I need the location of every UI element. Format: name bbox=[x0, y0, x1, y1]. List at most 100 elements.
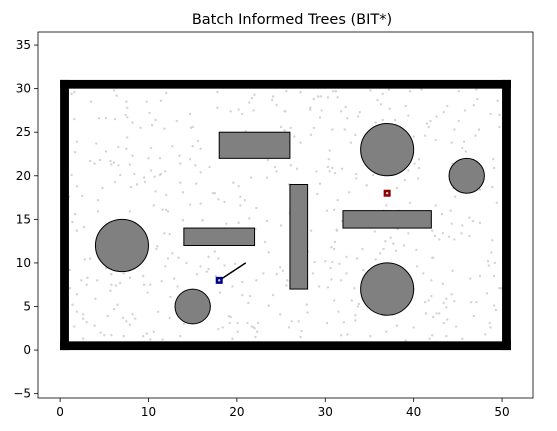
sample-point bbox=[431, 229, 434, 232]
sample-point bbox=[461, 224, 464, 227]
sample-point bbox=[331, 260, 334, 264]
sample-point bbox=[427, 125, 430, 129]
sample-point bbox=[332, 208, 336, 211]
sample-point bbox=[374, 258, 377, 261]
sample-point bbox=[332, 299, 336, 302]
sample-point bbox=[161, 338, 164, 341]
sample-point bbox=[110, 273, 113, 276]
circle-obstacle bbox=[174, 288, 211, 325]
sample-point bbox=[462, 140, 466, 143]
circle-obstacle bbox=[94, 218, 149, 273]
sample-point bbox=[82, 226, 86, 229]
sample-point bbox=[290, 320, 293, 323]
sample-point bbox=[412, 326, 415, 329]
sample-point bbox=[387, 88, 391, 91]
sample-point bbox=[300, 329, 303, 333]
sample-point bbox=[80, 279, 83, 282]
sample-point bbox=[216, 90, 219, 94]
sample-point bbox=[252, 326, 255, 329]
sample-point bbox=[413, 162, 416, 165]
sample-point bbox=[355, 177, 358, 180]
sample-point bbox=[168, 232, 171, 236]
sample-point bbox=[126, 116, 129, 119]
sample-point bbox=[135, 183, 139, 186]
sample-point bbox=[128, 210, 132, 213]
sample-point bbox=[447, 235, 451, 238]
sample-point bbox=[240, 293, 244, 297]
sample-point bbox=[468, 234, 471, 238]
sample-point bbox=[166, 210, 170, 213]
sample-point bbox=[246, 321, 249, 325]
sample-point bbox=[106, 314, 110, 318]
sample-point bbox=[271, 98, 274, 102]
sample-point bbox=[191, 144, 194, 148]
sample-point bbox=[199, 202, 202, 205]
sample-point bbox=[75, 140, 79, 143]
sample-point bbox=[407, 169, 410, 172]
sample-point bbox=[445, 306, 448, 309]
sample-point bbox=[86, 276, 89, 279]
sample-point bbox=[75, 185, 79, 188]
sample-point bbox=[239, 195, 242, 198]
y-tick-label: 30 bbox=[16, 82, 31, 96]
sample-point bbox=[381, 118, 384, 122]
sample-point bbox=[225, 222, 228, 225]
sample-point bbox=[306, 311, 309, 314]
sample-point bbox=[104, 150, 108, 153]
sample-point bbox=[325, 209, 329, 212]
sample-point bbox=[309, 106, 312, 110]
sample-point bbox=[445, 334, 448, 338]
sample-point bbox=[340, 167, 344, 171]
sample-point bbox=[450, 141, 453, 144]
sample-point bbox=[464, 150, 468, 153]
sample-point bbox=[279, 125, 283, 129]
sample-point bbox=[416, 177, 420, 180]
plot-area bbox=[38, 32, 533, 398]
sample-point bbox=[125, 100, 128, 103]
sample-point bbox=[231, 337, 234, 340]
sample-point bbox=[176, 285, 179, 288]
x-tick-label: 10 bbox=[141, 405, 156, 419]
sample-point bbox=[379, 103, 383, 106]
sample-point bbox=[461, 337, 464, 340]
sample-point bbox=[116, 303, 119, 306]
sample-point bbox=[154, 118, 157, 122]
sample-point bbox=[177, 256, 180, 259]
sample-point bbox=[299, 335, 302, 339]
sample-point bbox=[449, 209, 452, 212]
sample-point bbox=[179, 334, 182, 338]
sample-point bbox=[179, 181, 182, 184]
sample-point bbox=[416, 265, 419, 268]
sample-point bbox=[485, 292, 489, 295]
sample-point bbox=[88, 159, 92, 163]
sample-point bbox=[171, 252, 174, 255]
sample-point bbox=[227, 314, 231, 318]
sample-point bbox=[217, 257, 220, 260]
sample-point bbox=[353, 287, 356, 290]
sample-point bbox=[336, 96, 339, 99]
sample-point bbox=[337, 310, 340, 313]
y-tick-label: 15 bbox=[16, 212, 31, 226]
sample-point bbox=[356, 305, 360, 308]
sample-point bbox=[109, 159, 112, 163]
sample-point bbox=[402, 244, 406, 247]
sample-point bbox=[475, 88, 478, 91]
samples-layer bbox=[67, 88, 503, 342]
sample-point bbox=[347, 191, 351, 194]
sample-point bbox=[318, 116, 322, 119]
sample-point bbox=[75, 293, 79, 296]
sample-point bbox=[119, 281, 122, 285]
y-tick-label: 25 bbox=[16, 125, 31, 139]
sample-point bbox=[492, 166, 496, 170]
sample-point bbox=[499, 287, 503, 290]
sample-point bbox=[265, 176, 269, 179]
sample-point bbox=[228, 321, 232, 325]
sample-point bbox=[156, 245, 159, 248]
sample-point bbox=[149, 146, 153, 150]
sample-point bbox=[153, 175, 156, 178]
sample-point bbox=[179, 162, 182, 165]
sample-point bbox=[229, 110, 232, 113]
sample-point bbox=[334, 90, 338, 93]
sample-point bbox=[148, 111, 151, 115]
